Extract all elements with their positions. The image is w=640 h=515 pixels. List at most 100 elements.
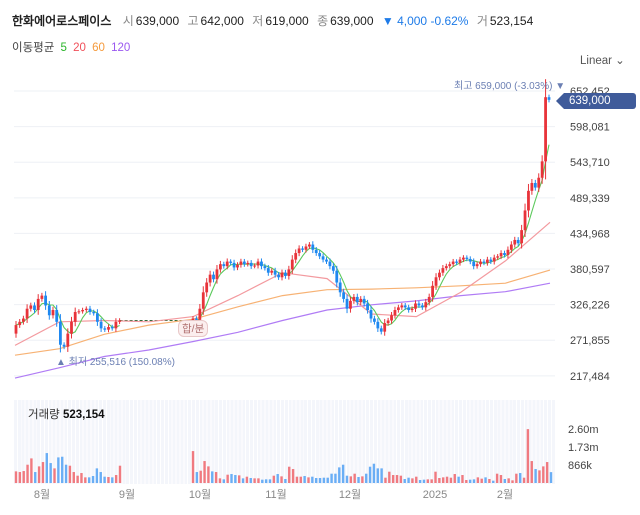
candle (352, 296, 356, 301)
volume-bar (418, 480, 422, 483)
volume-bar (511, 480, 514, 483)
volume-bar (311, 476, 314, 483)
volume-bar (72, 472, 75, 483)
candle (198, 308, 202, 320)
x-tick-label: 12월 (339, 488, 361, 501)
candle (290, 259, 294, 270)
volume-bar (45, 453, 49, 483)
volume-bar (372, 463, 376, 483)
ma-5[interactable]: 5 (60, 42, 67, 54)
volume-bar (80, 473, 83, 483)
candle (431, 285, 435, 297)
volume-bar (380, 468, 383, 483)
ma-20-line (14, 221, 551, 346)
volume-bar (226, 474, 229, 483)
volume-bar (465, 480, 468, 483)
candle (396, 307, 400, 311)
ma-120[interactable]: 120 (111, 42, 131, 54)
ma-20[interactable]: 20 (73, 42, 86, 54)
candle (338, 282, 342, 293)
volume-tick-label: 2.60m (568, 424, 599, 436)
volume-bar (14, 471, 18, 483)
candle (246, 262, 250, 265)
candle (205, 282, 209, 293)
candle (325, 259, 328, 262)
volume-bar (68, 465, 72, 483)
volume-bar (257, 478, 260, 483)
volume-bar (84, 477, 87, 483)
candle (253, 265, 257, 267)
moving-average-legend[interactable]: 이동평균 5 20 60 120 (12, 39, 133, 55)
candle (195, 318, 198, 320)
candle (530, 182, 534, 191)
volume-bar (276, 474, 279, 483)
high-label: 고 (187, 14, 199, 28)
candle (18, 321, 22, 326)
volume-bar (449, 477, 453, 483)
candle (379, 328, 383, 332)
candle (479, 261, 482, 265)
volume-bar (99, 472, 102, 483)
merge-split-badge[interactable]: 합/분 (178, 320, 209, 337)
candle (103, 328, 107, 330)
ma-60[interactable]: 60 (92, 42, 105, 54)
volume-bar (407, 477, 410, 483)
volume-panel-label: 거래량 523,154 (28, 406, 105, 422)
volume-bar (480, 478, 483, 483)
y-tick-label: 543,710 (570, 157, 610, 169)
candle (537, 177, 541, 188)
close-value: 639,000 (330, 14, 374, 28)
candle (420, 305, 424, 308)
candle (427, 296, 431, 303)
volume-bar (411, 478, 414, 483)
candle (366, 303, 369, 311)
candle (263, 266, 267, 269)
volume-bar (203, 461, 206, 483)
volume-bar (41, 462, 45, 483)
candle (107, 327, 110, 330)
y-tick-label: 380,597 (570, 264, 610, 276)
volume-bar (395, 475, 399, 483)
y-tick-label: 271,855 (570, 335, 610, 347)
volume-bar (91, 476, 95, 483)
candle (359, 298, 363, 303)
y-tick-label: 434,968 (570, 228, 610, 240)
volume-bar (214, 472, 218, 483)
volume-bar (461, 475, 464, 483)
low-label: 저 (252, 14, 264, 28)
candle (260, 261, 263, 267)
candle (96, 313, 99, 322)
candle (540, 161, 544, 178)
volume-bar (295, 476, 299, 483)
volume-bar (399, 475, 403, 483)
scale-select[interactable]: Linear ⌄ (580, 53, 625, 67)
candle (468, 258, 472, 262)
volume-bar (261, 479, 264, 483)
candle (307, 244, 311, 247)
volume-bar (87, 477, 91, 483)
open-label: 시 (122, 14, 134, 28)
candle (81, 310, 84, 312)
x-tick-label: 11월 (265, 488, 287, 501)
volume-bar (26, 464, 29, 483)
candle (369, 310, 373, 319)
candle (266, 268, 270, 273)
candle (509, 244, 513, 250)
volume-bar (307, 477, 310, 483)
volume-bar (330, 473, 333, 483)
volume-bar (434, 471, 437, 483)
volume-bar (442, 477, 445, 483)
ma-5-line (192, 144, 550, 326)
volume-bar (391, 475, 395, 483)
y-tick-label: 489,339 (570, 193, 610, 205)
candle (229, 261, 233, 263)
x-tick-label: 2025 (423, 489, 447, 501)
down-arrow-icon: ▼ (381, 14, 394, 28)
volume-bar (538, 470, 541, 483)
open-value: 639,000 (135, 14, 180, 28)
candle (342, 292, 346, 299)
volume-bar (318, 478, 322, 483)
candle (482, 261, 486, 263)
volume-bar (195, 472, 199, 483)
